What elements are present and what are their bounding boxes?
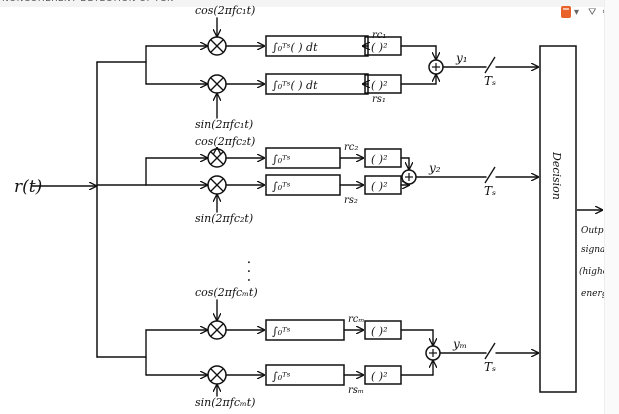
branch-2-cos-mixer-cross-b [210, 151, 224, 165]
branch-2-squarer-c-label: ( )² [371, 153, 388, 166]
branch-3-integrator-c-label: ∫₀ᵀˢ [272, 325, 291, 338]
branch-1-integrator-s-label: ∫₀ᵀˢ( ) dt [272, 79, 318, 92]
branch-1-rc-label: rc₁ [372, 30, 386, 41]
branch-1-cos-mixer-cross-b [210, 39, 224, 53]
branch-3-cos-label: cos(2πfcₘt) [195, 286, 258, 299]
branch-3-rs-label: rsₘ [348, 385, 364, 396]
branch-2-squarer-s-label: ( )² [371, 180, 388, 193]
branch-1-sampler [484, 56, 496, 74]
branch-3-y-label: yₘ [452, 337, 467, 351]
window-title: NONCOHERENT DETECTION OF FSK [2, 0, 173, 4]
branch-2-integrator-c-label: ∫₀ᵀˢ [272, 153, 291, 166]
branch-1-sin-mixer-cross-b [210, 77, 224, 91]
ellipsis-dots: · · · [240, 260, 256, 282]
chevron-down-icon[interactable]: ▾ [574, 7, 580, 18]
branch-2-cos-label: cos(2πfc₂t) [195, 135, 255, 148]
branch-1-squarer-s-label: ( )² [371, 79, 388, 92]
branch-3-squarer-c-label: ( )² [371, 325, 388, 338]
branch-3-ts-label: Tₛ [484, 360, 496, 374]
branch-2-rc-label: rc₂ [344, 142, 358, 153]
branch-3-sin-label: sin(2πfcₘt) [195, 396, 255, 409]
filter-icon[interactable]: ⛛ [588, 7, 597, 18]
branch-1-squarer-c-label: ( )² [371, 41, 388, 54]
pen-icon[interactable] [560, 5, 572, 21]
branch-3-integrator-s-label: ∫₀ᵀˢ [272, 370, 291, 383]
branch-3-sampler [484, 342, 496, 360]
branch-2-sin-mixer-cross-b [210, 178, 224, 192]
branch-2-ts-label: Tₛ [484, 184, 496, 198]
ellipsis: · · · [240, 260, 256, 282]
branch-3-cos-mixer-cross-b [210, 323, 224, 337]
input-signal-label: r(t) [14, 177, 42, 197]
output-label-line-2: signal [581, 245, 604, 255]
branch-2-rs-label: rs₂ [344, 195, 358, 206]
branch-2-integrator-s-label: ∫₀ᵀˢ [272, 180, 291, 193]
branch-3-rc-label: rcₘ [348, 314, 365, 325]
output-label-line-1: Output [581, 226, 604, 236]
branch-2-sampler [484, 166, 496, 184]
fsk-detector-diagram: cos(2πfc₁t) sin(2πfc₁t) ∫₀ᵀˢ( ) dt ∫₀ᵀˢ( ) … [14, 4, 604, 409]
branch-1-y-label: y₁ [455, 51, 468, 65]
branch-1-rs-label: rs₁ [372, 94, 386, 105]
output-label-line-3: (highest [579, 266, 604, 277]
branch-1-cos-label: cos(2πfc₁t) [195, 4, 255, 17]
branch-1-integrator-c-label: ∫₀ᵀˢ( ) dt [272, 41, 318, 54]
branch-1-sin-label: sin(2πfc₁t) [195, 118, 253, 131]
branch-3-sin-mixer-cross-b [210, 368, 224, 382]
decision-label: Decision [550, 151, 563, 200]
branch-1-ts-label: Tₛ [484, 74, 496, 88]
branch-2-y-label: y₂ [428, 161, 441, 175]
branch-3-squarer-s-label: ( )² [371, 370, 388, 383]
right-scrollbar[interactable] [604, 0, 619, 414]
branch-2-sin-label: sin(2πfc₂t) [195, 212, 253, 225]
output-label-line-4: energy) [581, 288, 604, 299]
window-titlebar: NONCOHERENT DETECTION OF FSK [0, 0, 619, 7]
